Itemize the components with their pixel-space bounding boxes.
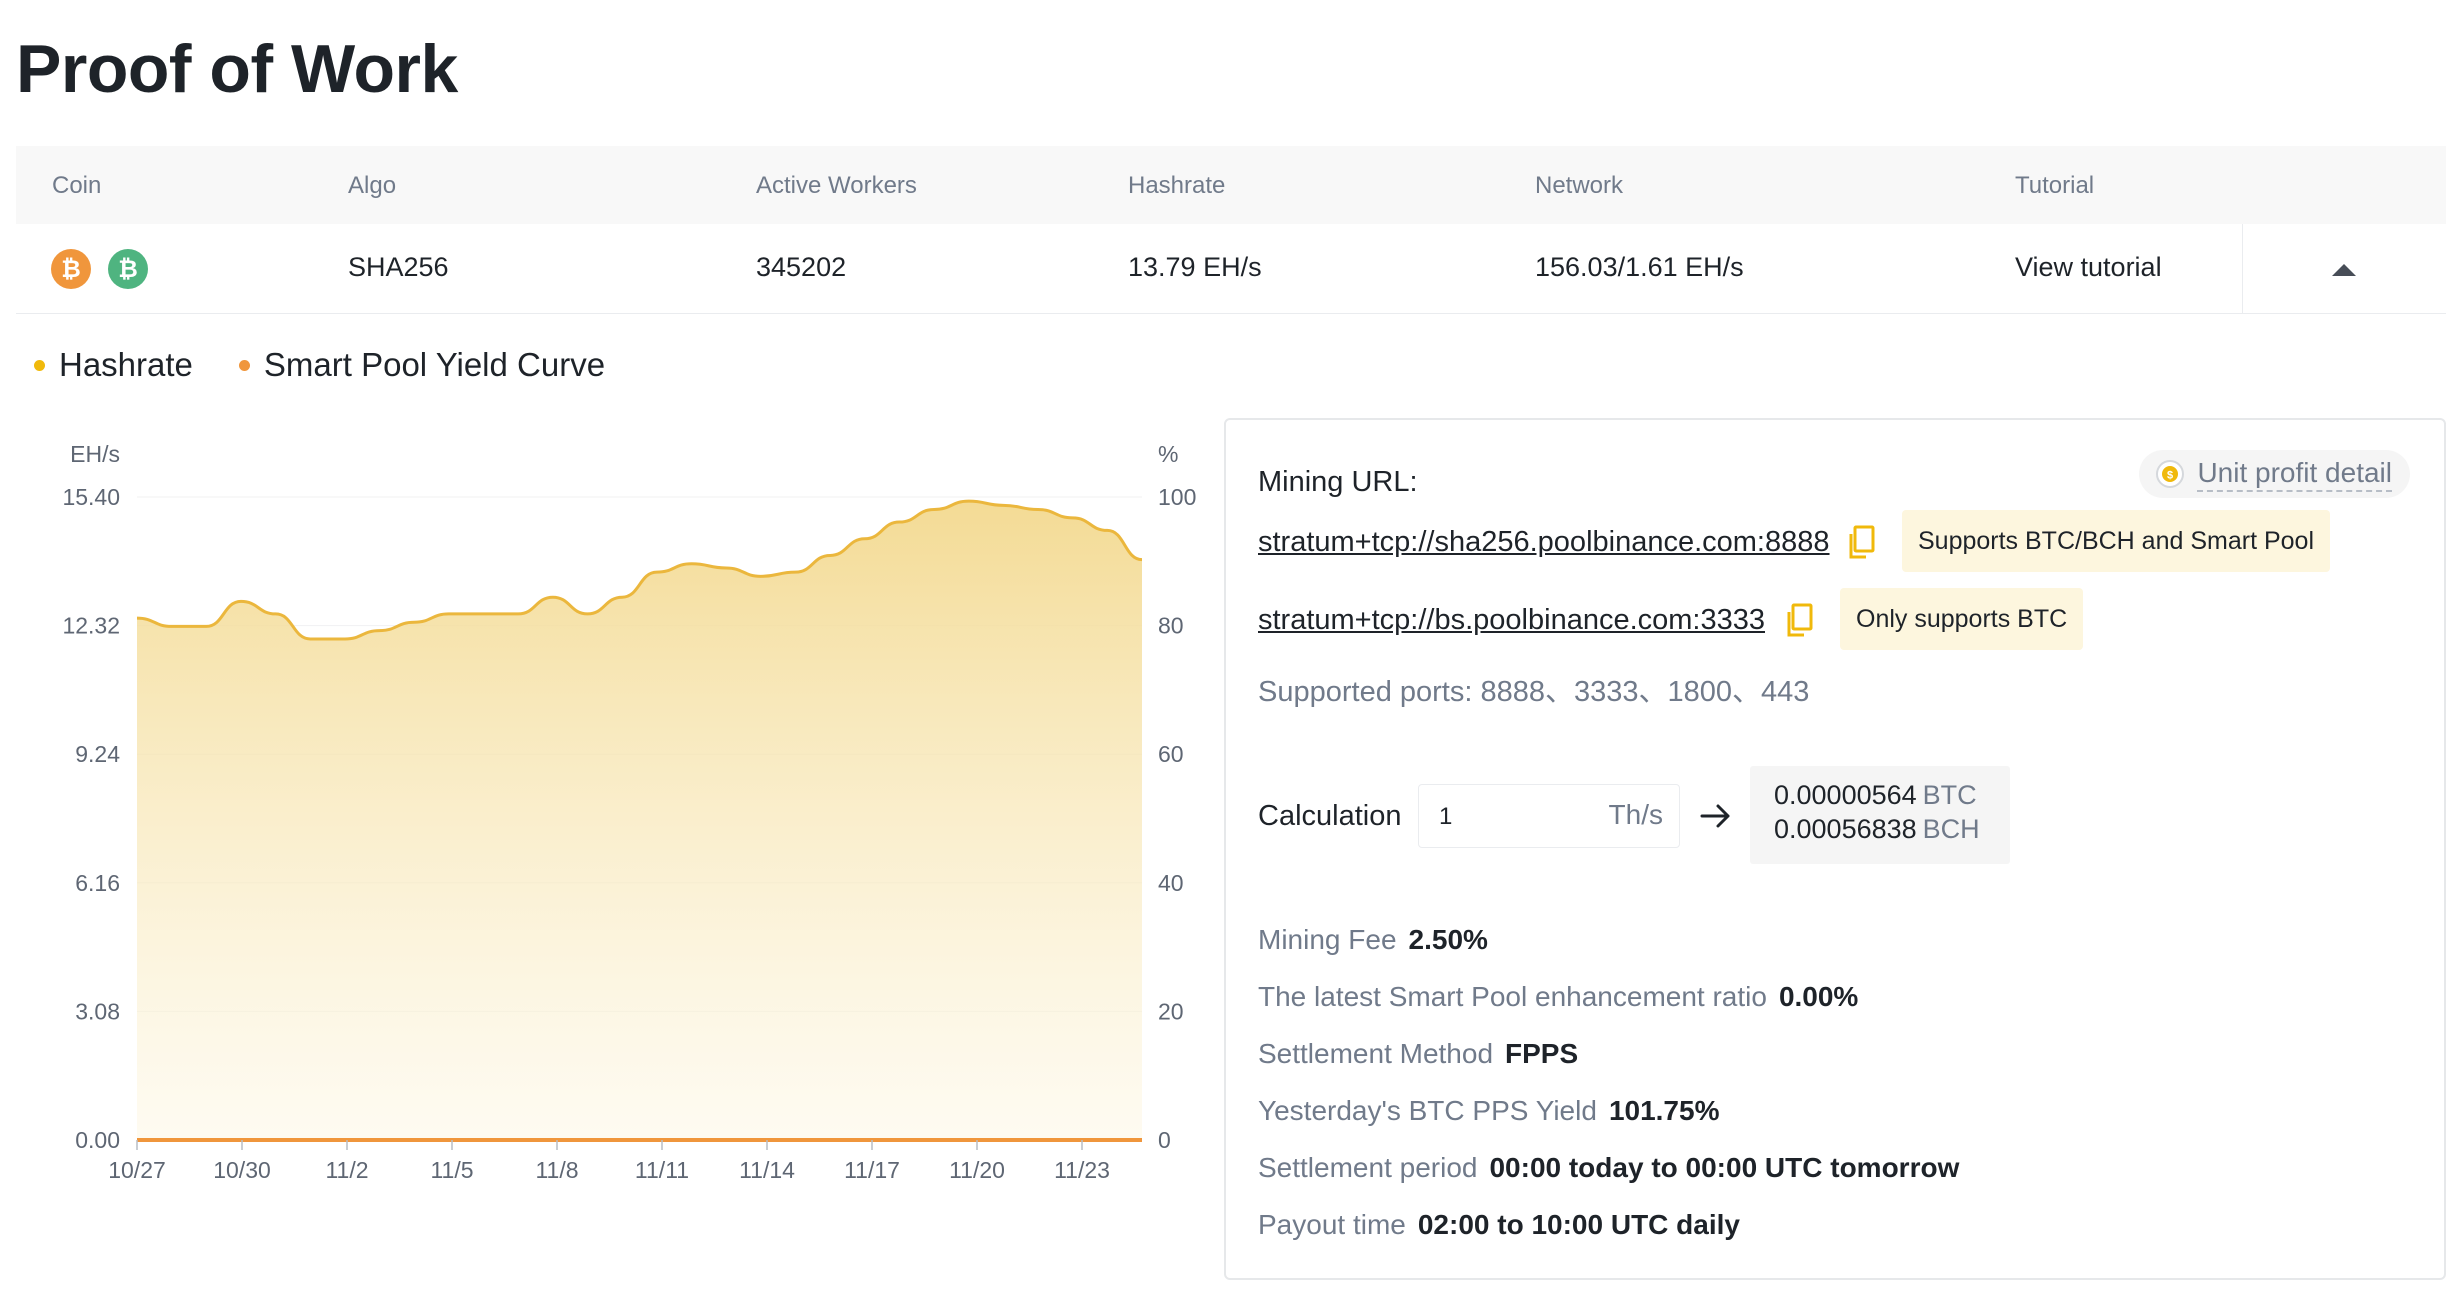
info-label: Mining Fee bbox=[1258, 924, 1397, 955]
info-label: The latest Smart Pool enhancement ratio bbox=[1258, 981, 1767, 1012]
y-right-tick-label: 100 bbox=[1158, 484, 1196, 510]
hashrate-line bbox=[136, 499, 1143, 641]
info-settlement-period: Settlement period 00:00 today to 00:00 UT… bbox=[1258, 1152, 1959, 1184]
arrow-right-icon bbox=[1700, 804, 1730, 828]
legend-label: Smart Pool Yield Curve bbox=[263, 346, 606, 383]
result-unit: BCH bbox=[1922, 814, 1980, 844]
calc-result: 0.00000564 BTC 0.00056838 BCH bbox=[1750, 766, 2010, 864]
unit-profit-detail-label: Unit profit detail bbox=[2197, 456, 2392, 492]
y-left-tick-label: 12.32 bbox=[62, 613, 120, 639]
mining-table: Coin Algo Active Workers Hashrate Networ… bbox=[16, 146, 2446, 314]
supported-ports: Supported ports: 8888、3333、1800、443 bbox=[1258, 676, 1810, 708]
result-amount: 0.00000564 bbox=[1774, 780, 1917, 810]
legend-item-yield-curve[interactable]: Smart Pool Yield Curve bbox=[238, 346, 606, 384]
info-value: 2.50% bbox=[1408, 924, 1488, 955]
header-coin: Coin bbox=[52, 172, 102, 199]
y-left-unit-label: EH/s bbox=[70, 441, 120, 467]
info-value: 02:00 to 10:00 UTC daily bbox=[1417, 1209, 1740, 1240]
column-divider bbox=[2242, 224, 2243, 314]
legend-label: Hashrate bbox=[59, 346, 193, 383]
y-right-tick-label: 60 bbox=[1158, 741, 1184, 767]
info-label: Yesterday's BTC PPS Yield bbox=[1258, 1095, 1597, 1126]
info-value: FPPS bbox=[1505, 1038, 1579, 1069]
info-label: Payout time bbox=[1258, 1209, 1406, 1240]
mining-info-panel: Mining URL: $ Unit profit detail stratum… bbox=[1224, 418, 2446, 1280]
copy-icon[interactable] bbox=[1784, 602, 1816, 638]
info-payout-time: Payout time 02:00 to 10:00 UTC daily bbox=[1258, 1209, 1740, 1241]
result-btc: 0.00000564 BTC bbox=[1774, 780, 1977, 811]
legend-item-hashrate[interactable]: Hashrate bbox=[34, 346, 193, 384]
y-left-tick-label: 0.00 bbox=[75, 1127, 120, 1153]
info-settlement-method: Settlement Method FPPS bbox=[1258, 1038, 1578, 1070]
url-badge-1: Supports BTC/BCH and Smart Pool bbox=[1902, 510, 2330, 572]
hashrate-area bbox=[137, 501, 1142, 1141]
y-left-tick-label: 6.16 bbox=[75, 870, 120, 896]
mining-url-label: Mining URL: bbox=[1258, 466, 1418, 498]
x-tick-label: 11/20 bbox=[949, 1157, 1005, 1183]
result-bch: 0.00056838 BCH bbox=[1774, 814, 1980, 845]
bitcoin-cash-icon: ₿ bbox=[108, 249, 148, 289]
svg-text:₿: ₿ bbox=[118, 256, 138, 283]
y-right-tick-label: 20 bbox=[1158, 998, 1184, 1024]
x-tick-label: 11/23 bbox=[1054, 1157, 1110, 1183]
result-unit: BTC bbox=[1922, 780, 1977, 810]
calc-input-value: 1 bbox=[1439, 803, 1453, 830]
mining-url-1[interactable]: stratum+tcp://sha256.poolbinance.com:888… bbox=[1258, 526, 1830, 558]
table-row[interactable]: SHA256 345202 13.79 EH/s 156.03/1.61 EH/… bbox=[16, 224, 2446, 314]
page-title: Proof of Work bbox=[16, 31, 458, 107]
y-right-tick-label: 40 bbox=[1158, 870, 1184, 896]
network-value: 156.03/1.61 EH/s bbox=[1535, 252, 1744, 282]
info-value: 00:00 today to 00:00 UTC tomorrow bbox=[1489, 1152, 1960, 1183]
x-tick-label: 10/27 bbox=[108, 1157, 166, 1183]
x-tick-label: 11/17 bbox=[844, 1157, 900, 1183]
svg-text:$: $ bbox=[2167, 470, 2173, 482]
legend-dot bbox=[238, 359, 250, 371]
info-value: 0.00% bbox=[1778, 981, 1859, 1012]
hashrate-chart[interactable]: 15.40 12.32 9.24 6.16 3.08 0.00 100 80 60 40 20 0 EH… bbox=[0, 420, 1200, 1210]
info-label: Settlement period bbox=[1258, 1152, 1478, 1183]
header-hashrate: Hashrate bbox=[1128, 172, 1226, 199]
info-pps-yield: Yesterday's BTC PPS Yield 101.75% bbox=[1258, 1095, 1719, 1127]
y-right-tick-label: 80 bbox=[1158, 613, 1184, 639]
collapse-button[interactable] bbox=[2324, 254, 2364, 284]
hashrate-value: 13.79 EH/s bbox=[1128, 252, 1262, 282]
info-value: 101.75% bbox=[1608, 1095, 1720, 1126]
mining-url-2[interactable]: stratum+tcp://bs.poolbinance.com:3333 bbox=[1258, 604, 1765, 636]
svg-text:₿: ₿ bbox=[61, 256, 81, 283]
caret-up-icon bbox=[2332, 264, 2356, 276]
header-active-workers: Active Workers bbox=[756, 172, 917, 199]
y-left-tick-label: 15.40 bbox=[62, 484, 120, 510]
active-workers-value: 345202 bbox=[756, 252, 847, 282]
header-algo: Algo bbox=[348, 172, 397, 199]
result-amount: 0.00056838 bbox=[1774, 814, 1917, 844]
calc-input-unit: Th/s bbox=[1608, 799, 1663, 830]
y-right-tick-label: 0 bbox=[1158, 1127, 1171, 1153]
info-label: Settlement Method bbox=[1258, 1038, 1494, 1069]
copy-icon[interactable] bbox=[1846, 524, 1878, 560]
x-tick-label: 10/30 bbox=[213, 1157, 271, 1183]
coin-icon: $ bbox=[2156, 460, 2185, 488]
y-left-tick-label: 3.08 bbox=[75, 998, 120, 1024]
algo-value: SHA256 bbox=[348, 252, 449, 282]
legend-dot bbox=[34, 359, 45, 371]
x-tick-label: 11/8 bbox=[535, 1157, 578, 1183]
hashrate-calc-input[interactable]: 1 Th/s bbox=[1418, 784, 1680, 848]
x-tick-label: 11/11 bbox=[635, 1157, 689, 1183]
table-header: Coin Algo Active Workers Hashrate Networ… bbox=[16, 146, 2446, 224]
header-network: Network bbox=[1535, 172, 1624, 199]
info-enhancement-ratio: The latest Smart Pool enhancement ratio 0… bbox=[1258, 981, 1858, 1013]
view-tutorial-link[interactable]: View tutorial bbox=[2015, 252, 2162, 282]
chart-legend: Hashrate Smart Pool Yield Curve bbox=[34, 346, 605, 384]
info-mining-fee: Mining Fee 2.50% bbox=[1258, 924, 1488, 956]
url-badge-2: Only supports BTC bbox=[1840, 588, 2084, 650]
x-tick-label: 11/2 bbox=[325, 1157, 368, 1183]
bitcoin-icon: ₿ bbox=[51, 249, 91, 289]
x-tick-label: 11/5 bbox=[430, 1157, 473, 1183]
y-left-tick-label: 9.24 bbox=[75, 741, 120, 767]
y-right-unit-label: % bbox=[1158, 441, 1178, 467]
header-tutorial: Tutorial bbox=[2015, 172, 2095, 199]
calculation-label: Calculation bbox=[1258, 800, 1402, 832]
x-tick-label: 11/14 bbox=[739, 1157, 795, 1183]
unit-profit-detail-button[interactable]: $ Unit profit detail bbox=[2139, 450, 2410, 498]
